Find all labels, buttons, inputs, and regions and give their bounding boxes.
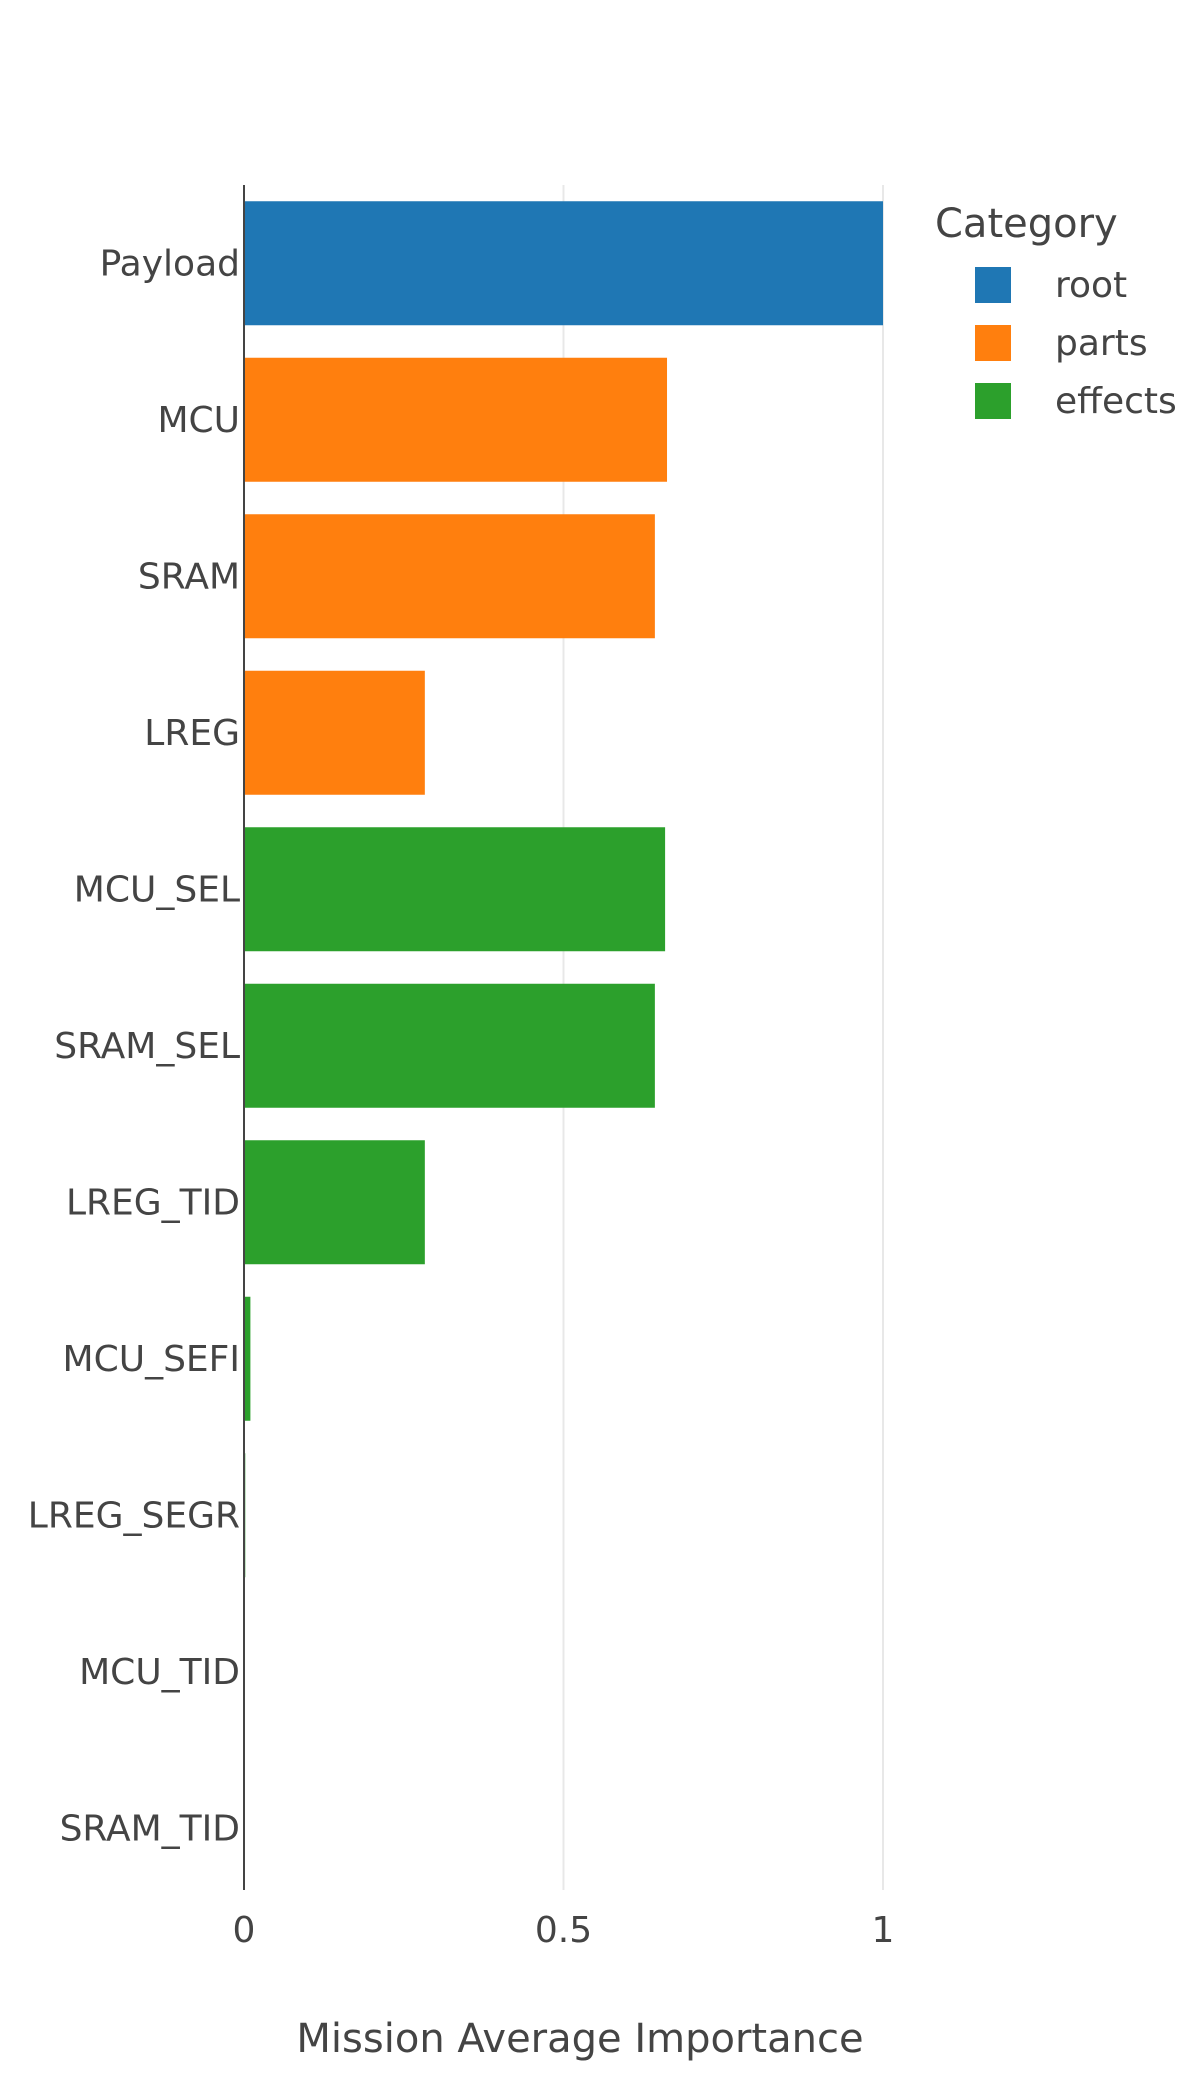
bar-mcu-sel[interactable]	[244, 827, 666, 952]
category-label-mcu: MCU	[157, 400, 240, 441]
legend-label-root: root	[1055, 265, 1127, 306]
legend-item-parts[interactable]: parts	[975, 323, 1148, 364]
legend-label-parts: parts	[1055, 323, 1148, 364]
category-label-sram-sel: SRAM_SEL	[54, 1026, 240, 1067]
legend-swatch-parts	[975, 325, 1011, 361]
legend-item-effects[interactable]: effects	[975, 381, 1177, 422]
category-label-mcu-sel: MCU_SEL	[74, 869, 240, 910]
legend-title: Category	[935, 201, 1118, 247]
legend[interactable]: Category root parts effects	[935, 201, 1177, 422]
category-label-sram-tid: SRAM_TID	[60, 1808, 240, 1849]
category-label-lreg: LREG	[144, 713, 240, 754]
bar-mcu[interactable]	[244, 357, 668, 482]
x-axis-title: Mission Average Importance	[296, 2016, 863, 2062]
bar-lreg[interactable]	[244, 670, 425, 795]
x-tick-label-1: 0.5	[535, 1910, 592, 1951]
x-tick-labels: 0 0.5 1	[233, 1910, 895, 1951]
legend-swatch-effects	[975, 383, 1011, 419]
bar-mcu-sefi[interactable]	[244, 1296, 251, 1421]
category-label-payload: Payload	[100, 243, 240, 284]
legend-label-effects: effects	[1055, 381, 1177, 422]
bar-sram[interactable]	[244, 514, 655, 639]
x-tick-label-0: 0	[233, 1910, 256, 1951]
bar-sram-sel[interactable]	[244, 983, 655, 1108]
category-label-lreg-segr: LREG_SEGR	[28, 1495, 240, 1536]
x-tick-label-2: 1	[872, 1910, 895, 1951]
category-label-mcu-tid: MCU_TID	[79, 1652, 240, 1693]
bars	[244, 201, 883, 1578]
legend-item-root[interactable]: root	[975, 265, 1127, 306]
category-label-lreg-tid: LREG_TID	[66, 1182, 240, 1223]
legend-swatch-root	[975, 267, 1011, 303]
bar-payload[interactable]	[244, 201, 883, 326]
category-label-sram: SRAM	[138, 556, 240, 597]
category-labels: Payload MCU SRAM LREG MCU_SEL SRAM_SEL LREG_TI…	[28, 243, 240, 1849]
category-label-mcu-sefi: MCU_SEFI	[63, 1339, 240, 1380]
bar-lreg-tid[interactable]	[244, 1140, 425, 1265]
